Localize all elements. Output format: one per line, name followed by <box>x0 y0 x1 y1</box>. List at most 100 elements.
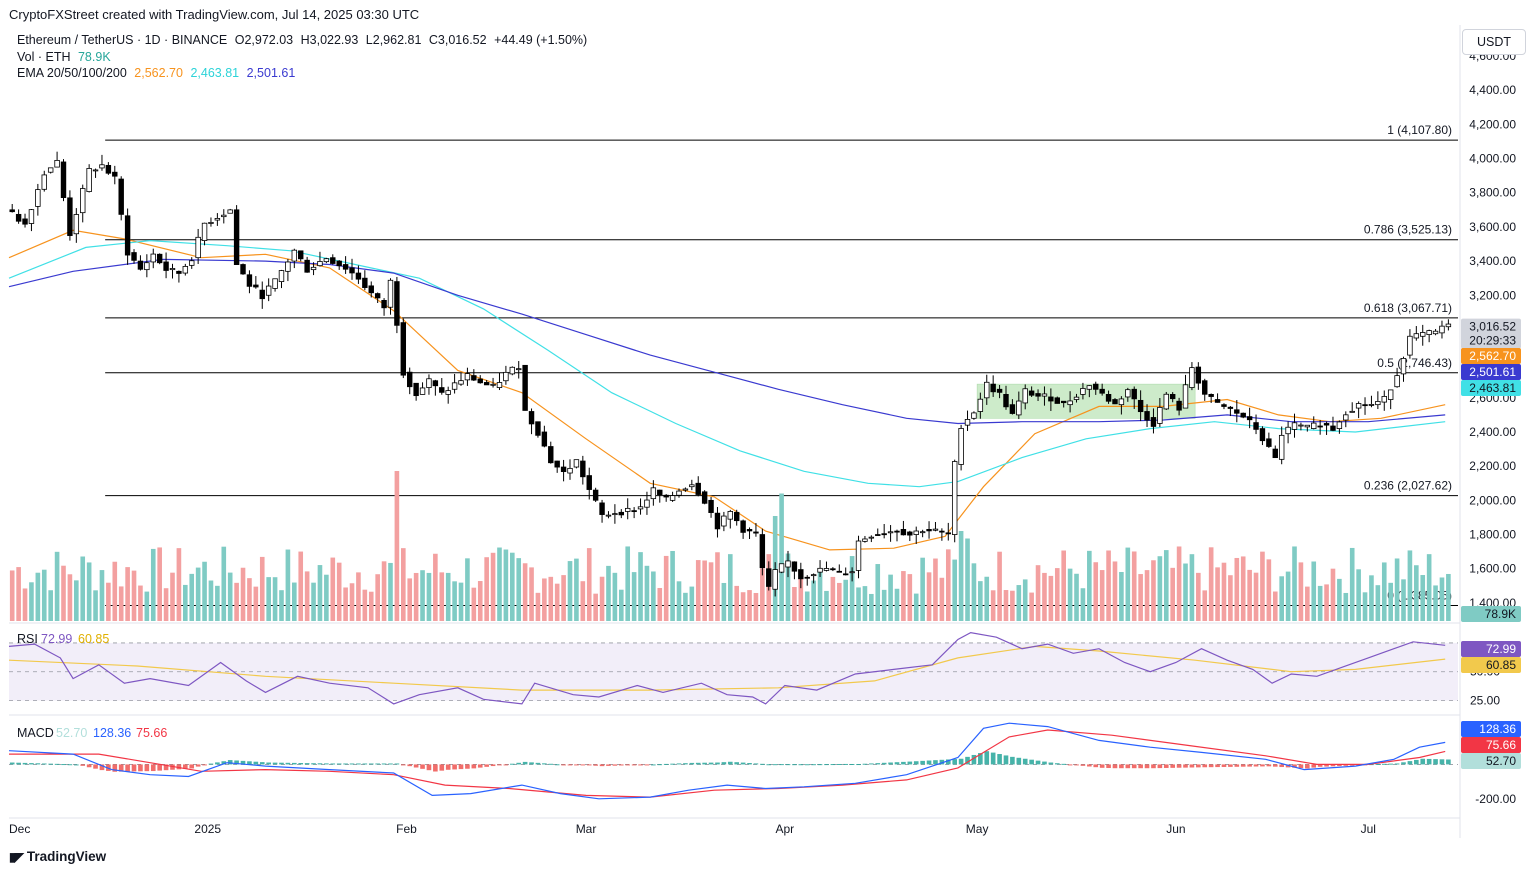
volume-bar <box>1247 569 1252 621</box>
currency-button[interactable]: USDT <box>1462 29 1526 55</box>
macd-histogram-bar <box>965 756 970 765</box>
price-tick-label: 1,600.00 <box>1469 562 1516 576</box>
macd-histogram-bar <box>817 764 823 766</box>
ema20-value: 2,562.70 <box>134 66 183 80</box>
volume-bar <box>61 565 66 621</box>
macd-histogram-bar <box>638 764 643 766</box>
macd-histogram-bar <box>1381 763 1387 765</box>
candle-body <box>22 218 28 225</box>
tradingview-logo[interactable]: ▮◤ TradingView <box>9 849 107 864</box>
volume-bar <box>272 577 278 621</box>
volume-bar <box>279 590 284 621</box>
candle-body <box>105 164 112 174</box>
macd-histogram-bar <box>888 762 893 765</box>
candle-body <box>1163 393 1169 410</box>
macd-histogram-bar <box>400 764 406 766</box>
candle-body <box>381 299 387 309</box>
candle-body <box>387 279 394 308</box>
candle-body <box>842 573 849 576</box>
tradingview-mark-icon: ▮◤ <box>9 850 24 864</box>
candle-body <box>887 531 894 534</box>
volume-bar <box>830 576 836 621</box>
candle-body <box>823 568 830 571</box>
macd-histogram-bar <box>1099 764 1105 768</box>
volume-bar <box>708 562 714 621</box>
macd-histogram-bar <box>779 764 784 766</box>
candle-body <box>28 209 35 224</box>
volume-label[interactable]: Vol · ETH <box>17 50 71 64</box>
macd-histogram-bar <box>311 763 316 765</box>
candle-body <box>682 488 689 491</box>
macd-histogram-bar <box>529 762 534 765</box>
volume-bar <box>715 552 720 621</box>
time-axis-label: Dec <box>9 822 30 836</box>
volume-bar <box>1324 584 1329 621</box>
volume-bar <box>29 582 34 621</box>
macd-histogram-bar <box>1196 764 1201 768</box>
ohlc-open: O2,972.03 <box>234 33 294 47</box>
volume-bar <box>1426 554 1432 621</box>
candle-body <box>1368 404 1375 406</box>
volume-bar <box>176 548 182 621</box>
macd-histogram-bar <box>1022 758 1028 765</box>
candle-body <box>451 382 458 390</box>
macd-signal-badge: 75.66 <box>1486 738 1516 752</box>
candle-body <box>291 249 298 262</box>
symbol-name[interactable]: Ethereum / TetherUS · 1D · BINANCE <box>17 33 228 47</box>
ema-label[interactable]: EMA 20/50/100/200 <box>17 66 127 80</box>
volume-bar <box>548 576 554 621</box>
macd-histogram-bar <box>48 763 53 765</box>
macd-histogram-bar <box>606 764 611 766</box>
candle-body <box>535 421 541 436</box>
macd-histogram-bar <box>881 762 887 765</box>
macd-histogram-bar <box>721 762 727 765</box>
macd-histogram-bar <box>426 764 432 771</box>
ohlc-high: H3,022.93 <box>300 33 359 47</box>
macd-histogram-bar <box>362 763 368 765</box>
volume-bar <box>1029 592 1034 621</box>
macd-signal-value: 75.66 <box>136 726 167 740</box>
volume-bar <box>1305 586 1310 621</box>
candle-body <box>1381 396 1387 403</box>
macd-histogram-bar <box>215 762 220 765</box>
candle-body <box>599 502 605 515</box>
volume-badge: 78.9K <box>1485 607 1516 621</box>
volume-bar <box>1016 585 1022 621</box>
volume-bar <box>888 574 893 621</box>
volume-bar <box>1125 547 1131 621</box>
macd-histogram-bar <box>689 762 695 765</box>
volume-bar <box>439 572 445 621</box>
symbol-legend: Ethereum / TetherUS · 1D · BINANCE O2,97… <box>17 33 591 47</box>
macd-histogram-bar <box>54 763 60 765</box>
candle-body <box>214 218 221 221</box>
volume-bar <box>227 572 233 621</box>
volume-bar <box>843 579 849 621</box>
volume-bar <box>1433 585 1438 621</box>
candle-body <box>1009 404 1016 414</box>
macd-value: 128.36 <box>93 726 131 740</box>
volume-bar <box>381 561 387 621</box>
macd-tick-label: -200.00 <box>1475 792 1516 806</box>
candle-body <box>1080 388 1086 395</box>
ema50-value: 2,463.81 <box>190 66 240 80</box>
volume-bar <box>144 591 150 621</box>
time-axis-label: May <box>966 822 989 836</box>
volume-bar <box>849 556 855 621</box>
volume-bar <box>529 567 534 621</box>
candle-body <box>1330 425 1336 431</box>
macd-histogram-bar <box>554 764 560 766</box>
macd-histogram-bar <box>208 763 214 765</box>
candle-body <box>67 197 73 236</box>
candle-body <box>189 260 195 266</box>
candle-body <box>1349 410 1355 413</box>
volume-bar <box>1099 570 1105 621</box>
ema50-badge-bg <box>1461 380 1521 396</box>
volume-bar <box>48 590 53 621</box>
macd-histogram-bar <box>125 764 130 772</box>
ema100-value: 2,501.61 <box>246 66 296 80</box>
fib-level-label: 1 (4,107.80) <box>1387 123 1452 137</box>
candle-body <box>163 261 169 271</box>
volume-bar <box>1228 575 1233 621</box>
volume-bar <box>1119 571 1124 621</box>
